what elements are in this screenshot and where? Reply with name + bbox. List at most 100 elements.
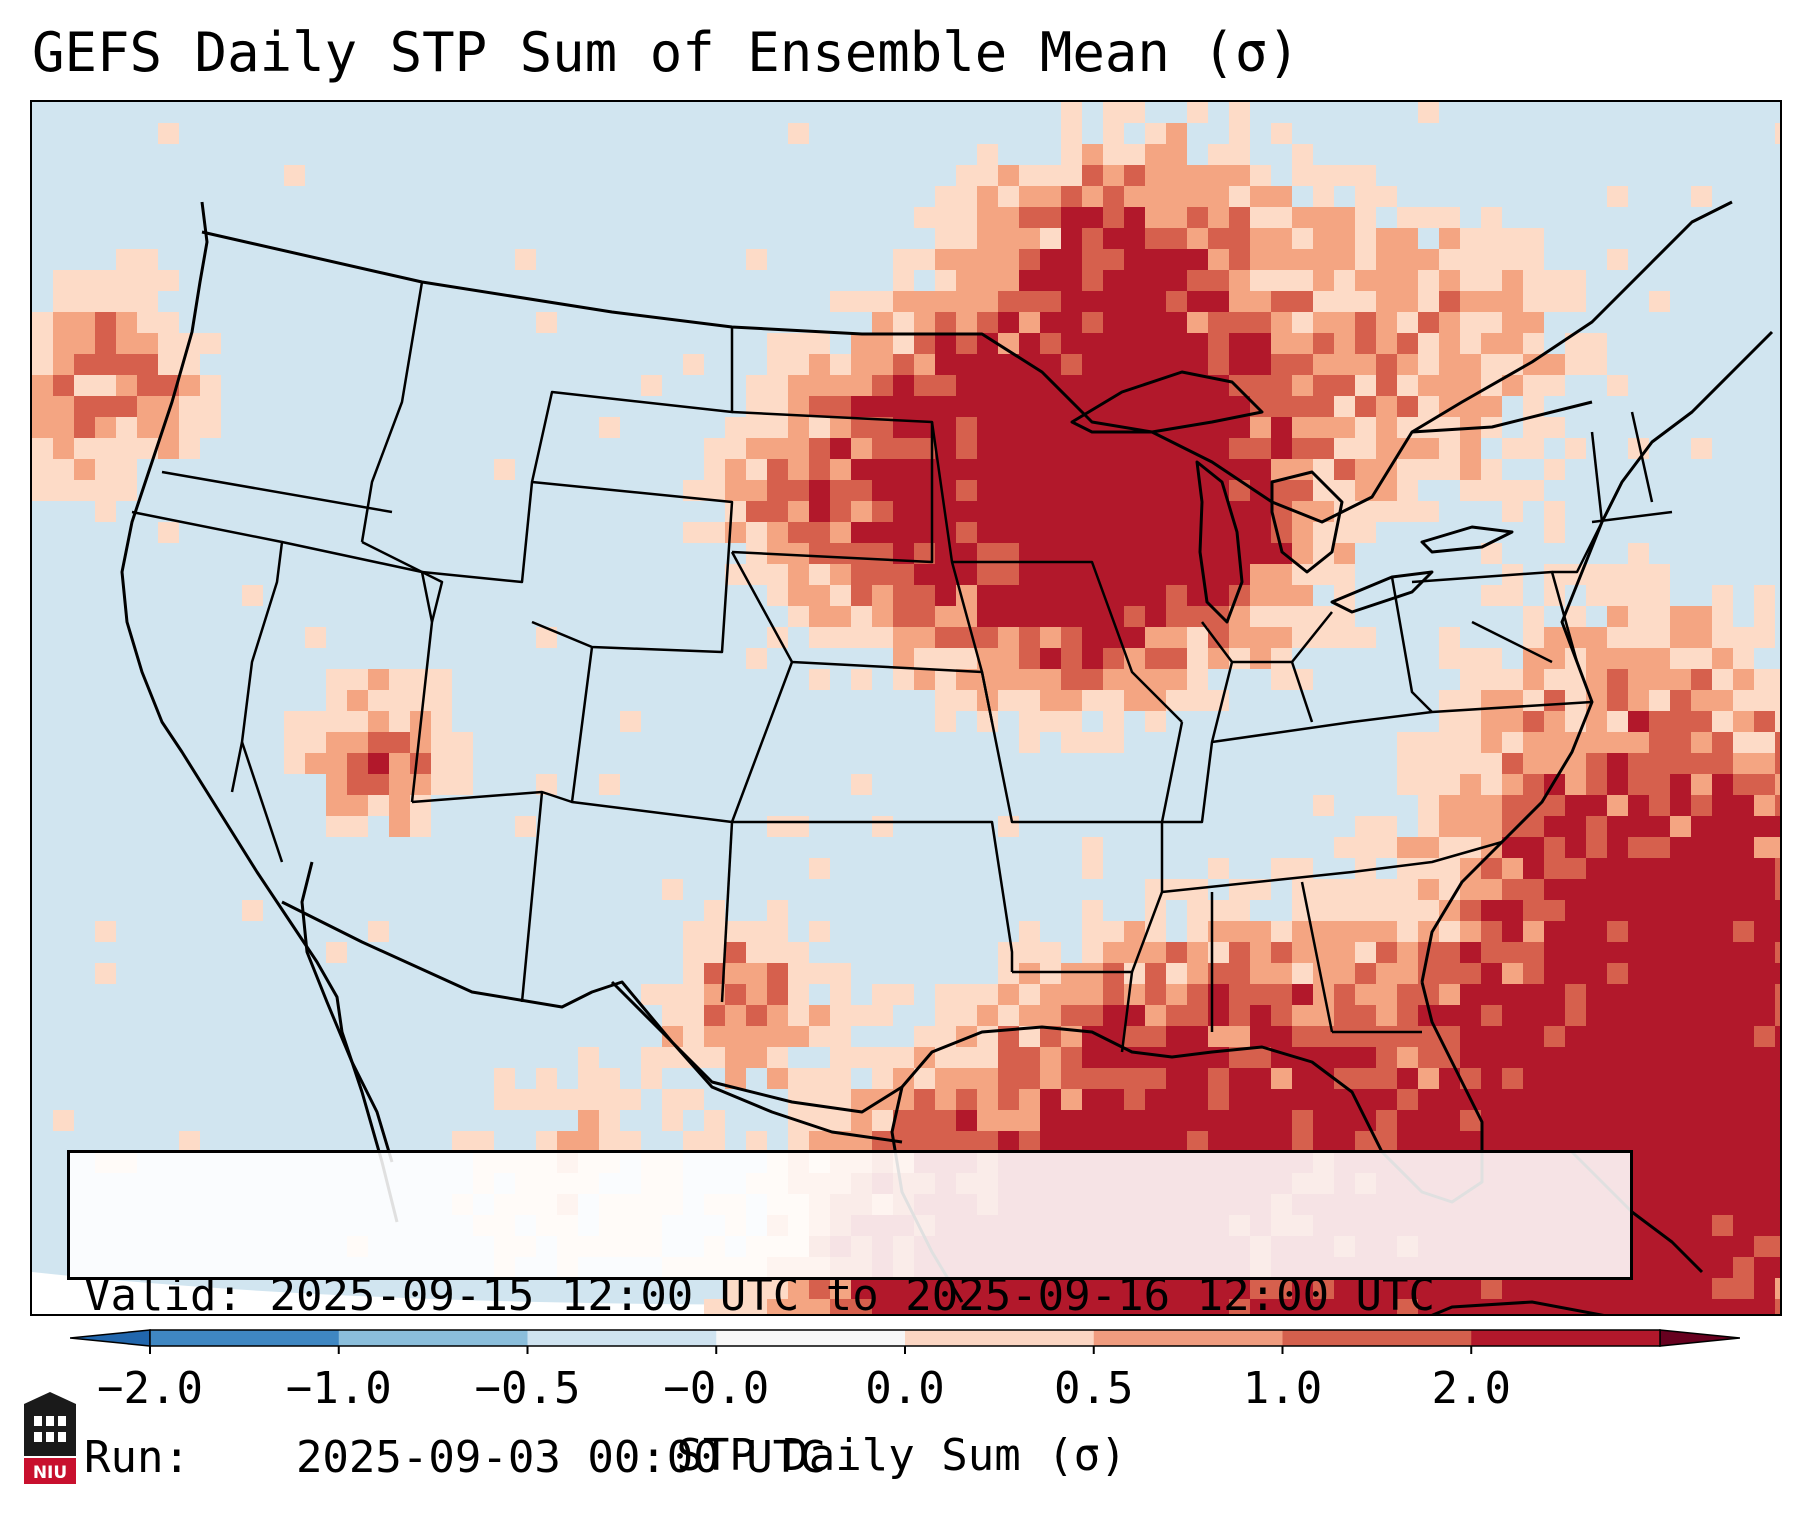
stp-cell (1334, 291, 1355, 312)
stp-cell (1124, 627, 1145, 648)
stp-cell (1712, 1173, 1733, 1194)
stp-cell (1775, 690, 1780, 711)
stp-cell (1145, 459, 1166, 480)
stp-cell (935, 1068, 956, 1089)
stp-cell (1061, 270, 1082, 291)
stp-cell (998, 648, 1019, 669)
stp-cell (1313, 291, 1334, 312)
stp-cell (830, 1026, 851, 1047)
stp-cell (1040, 438, 1061, 459)
colorbar-segment (527, 1330, 717, 1346)
stp-cell (1481, 753, 1502, 774)
stp-cell (1292, 354, 1313, 375)
stp-cell (998, 438, 1019, 459)
stp-cell (1418, 1026, 1439, 1047)
stp-cell (1103, 606, 1124, 627)
stp-cell (809, 606, 830, 627)
stp-cell (1292, 606, 1313, 627)
stp-cell (95, 354, 116, 375)
stp-cell (1355, 1299, 1376, 1314)
stp-cell (1418, 1047, 1439, 1068)
stp-cell (1040, 669, 1061, 690)
stp-cell (893, 627, 914, 648)
stp-cell (872, 1005, 893, 1026)
stp-cell (1355, 1047, 1376, 1068)
stp-cell (977, 459, 998, 480)
stp-cell (578, 1068, 599, 1089)
stp-cell (1124, 228, 1145, 249)
stp-cell (1397, 921, 1418, 942)
stp-cell (725, 1047, 746, 1068)
stp-cell (1019, 501, 1040, 522)
stp-cell (935, 1047, 956, 1068)
stp-cell (1313, 1026, 1334, 1047)
stp-cell (1166, 501, 1187, 522)
stp-cell (1586, 816, 1607, 837)
stp-cell (1292, 1278, 1313, 1299)
stp-cell (368, 669, 389, 690)
stp-cell (1607, 900, 1628, 921)
stp-cell (1292, 333, 1313, 354)
stp-cell (956, 186, 977, 207)
stp-cell (1292, 207, 1313, 228)
stp-cell (704, 1047, 725, 1068)
stp-cell (872, 627, 893, 648)
stp-cell (725, 963, 746, 984)
stp-cell (1250, 291, 1271, 312)
stp-cell (809, 963, 830, 984)
stp-cell (1082, 984, 1103, 1005)
stp-cell (851, 438, 872, 459)
stp-cell (1271, 1131, 1292, 1152)
stp-cell (1313, 228, 1334, 249)
stp-cell (746, 480, 767, 501)
stp-cell (1481, 1089, 1502, 1110)
stp-cell (935, 438, 956, 459)
stp-cell (1418, 312, 1439, 333)
stp-cell (1040, 984, 1061, 1005)
stp-cell (1481, 1047, 1502, 1068)
stp-cell (1502, 228, 1523, 249)
stp-cell (1775, 1173, 1780, 1194)
stp-cell (1397, 270, 1418, 291)
stp-cell (1355, 1026, 1376, 1047)
stp-cell (1460, 858, 1481, 879)
stp-cell (1523, 648, 1544, 669)
stp-cell (641, 375, 662, 396)
stp-cell (1397, 900, 1418, 921)
atlantic-coastline (1420, 330, 1774, 983)
stp-cell (1250, 312, 1271, 333)
stp-cell (1271, 186, 1292, 207)
stp-cell (1649, 690, 1670, 711)
stp-cell (767, 522, 788, 543)
stp-cell (1271, 354, 1292, 375)
stp-cell (872, 459, 893, 480)
valid-line: Valid: 2025-09-15 12:00 UTC to 2025-09-1… (84, 1269, 1630, 1323)
stp-cell (935, 669, 956, 690)
stp-cell (284, 732, 305, 753)
stp-cell (767, 1005, 788, 1026)
stp-cell (1313, 396, 1334, 417)
stp-cell (1439, 732, 1460, 753)
stp-cell (956, 270, 977, 291)
stp-cell (1313, 1110, 1334, 1131)
stp-cell (1775, 1026, 1780, 1047)
stp-cell (494, 1089, 515, 1110)
stp-cell (1019, 1089, 1040, 1110)
stp-cell (1040, 501, 1061, 522)
stp-cell (1187, 1005, 1208, 1026)
stp-cell (1229, 501, 1250, 522)
stp-cell (1628, 753, 1649, 774)
stp-cell (1082, 1278, 1103, 1299)
stp-cell (1145, 1131, 1166, 1152)
stp-cell (158, 354, 179, 375)
stp-cell (1334, 270, 1355, 291)
stp-cell (326, 711, 347, 732)
stp-cell (788, 585, 809, 606)
stp-cell (1712, 1047, 1733, 1068)
stp-cell (1418, 1278, 1439, 1299)
stp-cell (1481, 480, 1502, 501)
stp-cell (893, 501, 914, 522)
stp-cell (1124, 669, 1145, 690)
stp-cell (1229, 186, 1250, 207)
stp-cell (1733, 732, 1754, 753)
